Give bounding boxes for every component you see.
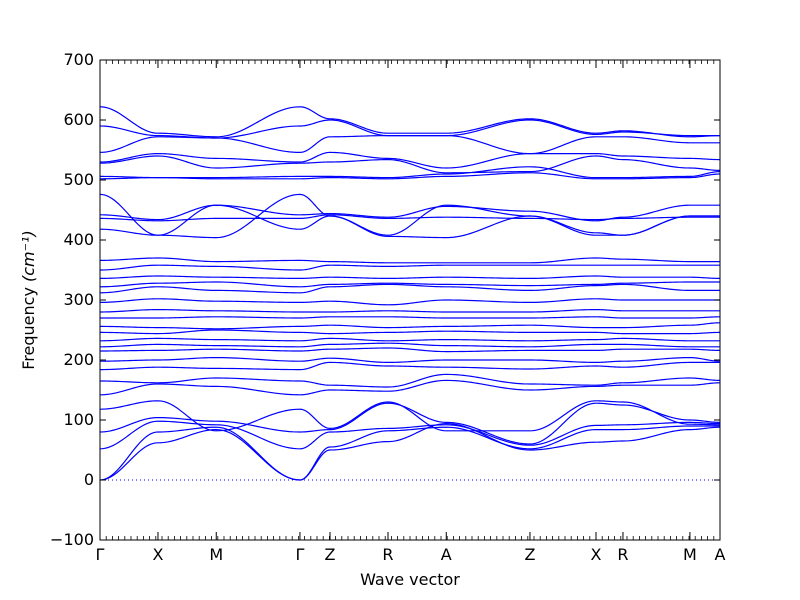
- band-line-13: [100, 329, 720, 335]
- band-line-32: [100, 119, 720, 139]
- band-line-3: [100, 420, 720, 450]
- x-tick-label-3: M: [209, 545, 223, 564]
- y-tick-label: 100: [63, 410, 94, 429]
- band-line-29: [100, 155, 720, 174]
- band-line-9: [100, 356, 720, 364]
- x-tick-label-9: X: [591, 545, 602, 564]
- band-line-10: [100, 347, 720, 353]
- y-axis-label-unit: (cm⁻¹): [19, 230, 38, 282]
- plot-frame: [99, 59, 721, 541]
- x-tick-label-1: Γ: [96, 545, 105, 564]
- x-tick-label-5: Z: [325, 545, 336, 564]
- band-line-6: [100, 379, 720, 396]
- band-line-7: [100, 373, 720, 388]
- band-line-30: [100, 151, 720, 169]
- y-axis-label-text: Frequency: [19, 287, 38, 370]
- y-tick-label: 0: [84, 470, 94, 489]
- x-tick-label-4: Γ: [295, 545, 304, 564]
- band-line-18: [100, 283, 720, 294]
- band-line-8: [100, 361, 720, 371]
- band-line-26: [100, 193, 720, 239]
- band-line-15: [100, 316, 720, 319]
- band-line-16: [100, 308, 720, 313]
- band-line-11: [100, 342, 720, 348]
- y-tick-label: 400: [63, 230, 94, 249]
- x-tick-label-12: A: [715, 545, 726, 564]
- y-tick-label: 300: [63, 290, 94, 309]
- band-line-19: [100, 281, 720, 288]
- x-tick-label-6: R: [382, 545, 393, 564]
- x-tick-label-2: X: [152, 545, 163, 564]
- band-line-22: [100, 257, 720, 264]
- band-line-14: [100, 322, 720, 330]
- x-tick-label-8: Z: [524, 545, 535, 564]
- band-line-27: [100, 172, 720, 180]
- band-line-24: [100, 214, 720, 222]
- band-line-5: [100, 400, 720, 432]
- band-line-17: [100, 298, 720, 306]
- band-lines: [100, 106, 720, 481]
- x-tick-label-7: A: [441, 545, 452, 564]
- band-line-28: [100, 166, 720, 179]
- band-line-12: [100, 337, 720, 342]
- band-line-21: [100, 264, 720, 271]
- x-tick-label-11: M: [683, 545, 697, 564]
- y-tick-label: 500: [63, 170, 94, 189]
- band-line-20: [100, 275, 720, 280]
- band-line-1: [100, 422, 720, 481]
- y-axis-label-group: Frequency (cm⁻¹): [19, 230, 38, 369]
- band-line-25: [100, 204, 720, 222]
- y-tick-label: 700: [63, 50, 94, 69]
- x-axis-label: Wave vector: [360, 570, 460, 589]
- band-line-33: [100, 106, 720, 138]
- y-tick-label: −100: [50, 530, 94, 549]
- band-line-4: [100, 402, 720, 445]
- y-tick-label: 200: [63, 350, 94, 369]
- band-line-2: [100, 425, 720, 481]
- y-tick-label: 600: [63, 110, 94, 129]
- y-axis-label: Frequency (cm⁻¹): [19, 230, 38, 369]
- x-tick-label-10: R: [617, 545, 628, 564]
